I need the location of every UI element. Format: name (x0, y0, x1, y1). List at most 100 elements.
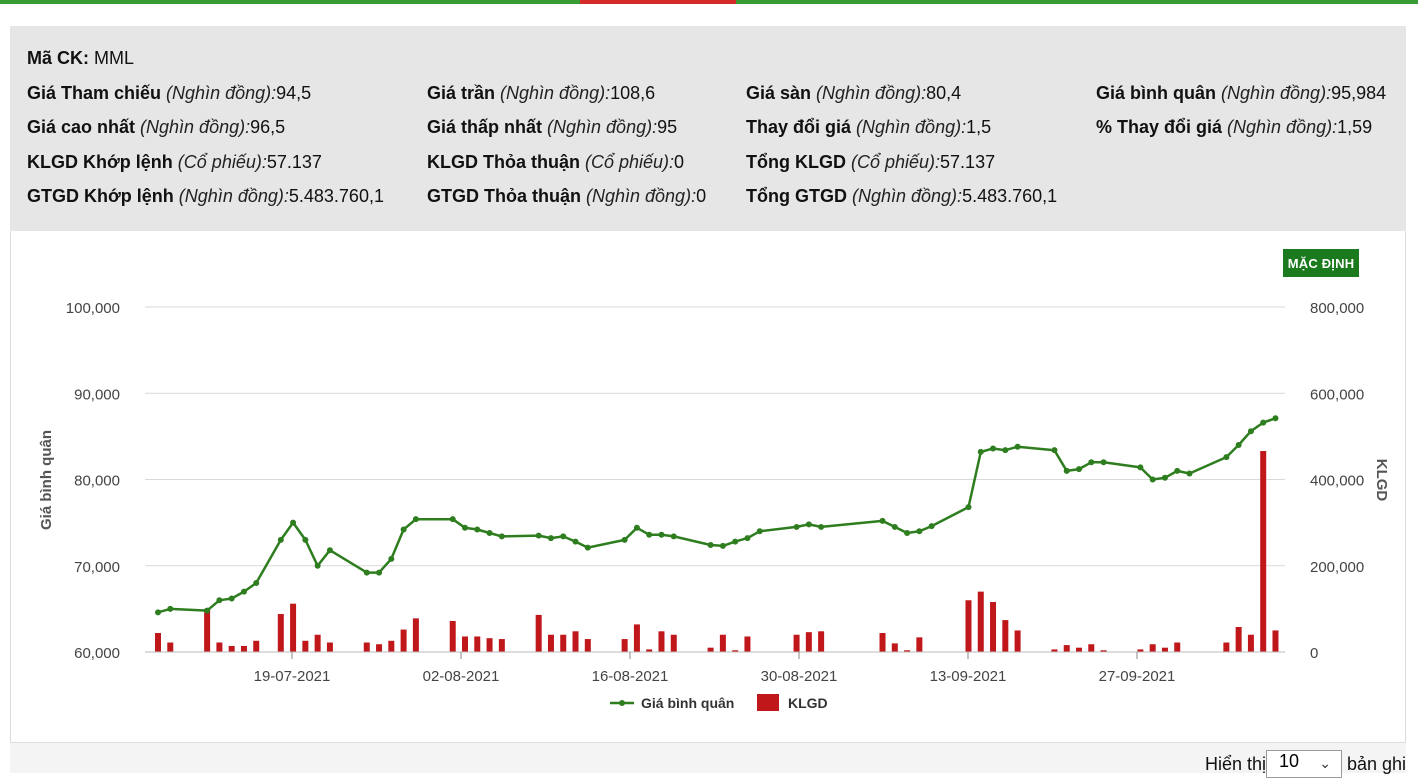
price-point (756, 528, 763, 535)
info-item-value: 80,4 (926, 83, 962, 103)
price-point (535, 532, 542, 539)
volume-bar (633, 624, 640, 652)
info-item-unit: (Nghìn đồng): (140, 117, 251, 137)
price-point (1100, 459, 1107, 466)
volume-bar (1149, 644, 1156, 652)
table-footer (10, 742, 1406, 773)
info-item-value: 94,5 (276, 83, 312, 103)
price-point (376, 569, 383, 576)
info-item-label: % Thay đổi giá (1096, 117, 1228, 137)
volume-bar (314, 634, 321, 652)
volume-bar (1247, 634, 1254, 652)
info-item-label: Giá Tham chiếu (27, 83, 167, 103)
price-point (1137, 464, 1144, 471)
volume-bar (326, 642, 333, 652)
volume-bar (155, 633, 161, 652)
price-point (277, 536, 284, 543)
price-point (363, 569, 370, 576)
price-point (793, 523, 800, 530)
price-point (240, 588, 247, 595)
volume-bar (916, 637, 923, 652)
info-item: KLGD Khớp lệnh (Cổ phiếu):57.137 (27, 152, 322, 173)
info-item-label: Tổng GTGD (746, 186, 852, 206)
info-item-unit: (Cổ phiếu): (584, 152, 675, 172)
price-point (1272, 415, 1279, 422)
price-point (965, 504, 972, 511)
volume-bar (474, 636, 481, 652)
info-item: Giá bình quân (Nghìn đồng):95,984 (1096, 83, 1386, 104)
price-point (1063, 467, 1070, 474)
info-item: Giá Tham chiếu (Nghìn đồng):94,5 (27, 83, 311, 104)
price-point (204, 607, 211, 614)
volume-bar (1137, 649, 1144, 652)
info-item-value: 0 (696, 186, 707, 206)
volume-bar (547, 634, 554, 652)
price-point (474, 526, 481, 533)
info-item-label: Tổng KLGD (746, 152, 851, 172)
price-point (1088, 459, 1095, 466)
info-item: Giá sàn (Nghìn đồng):80,4 (746, 83, 961, 104)
info-item: Giá trần (Nghìn đồng):108,6 (427, 83, 655, 104)
price-point (449, 516, 456, 523)
y-right-tick-label: 400,000 (1310, 473, 1364, 490)
default-view-button[interactable]: MẶC ĐỊNH (1283, 249, 1359, 277)
price-point (1002, 447, 1009, 454)
volume-bar (1223, 642, 1230, 652)
volume-bar (240, 645, 247, 652)
info-item-label: GTGD Thỏa thuận (427, 186, 586, 206)
info-item: Tổng GTGD (Nghìn đồng):5.483.760,1 (746, 186, 1057, 207)
price-point (1076, 466, 1082, 473)
price-point (732, 538, 739, 545)
info-item-value: 1,59 (1337, 117, 1373, 137)
volume-bar (277, 614, 284, 652)
volume-bar (253, 640, 260, 652)
price-point (658, 531, 665, 538)
price-point (719, 542, 726, 549)
info-item: Giá cao nhất (Nghìn đồng):96,5 (27, 117, 285, 138)
y-left-tick-label: 90,000 (74, 386, 120, 403)
price-point (412, 516, 419, 523)
y-left-tick-label: 70,000 (74, 559, 120, 576)
price-point (818, 523, 825, 530)
price-point (388, 555, 395, 562)
volume-bar (965, 600, 972, 652)
info-item-unit: (Nghìn đồng): (1227, 117, 1338, 137)
volume-bar (363, 642, 370, 652)
info-item-value: 1,5 (966, 117, 992, 137)
y-left-tick-label: 80,000 (74, 473, 120, 490)
price-point (928, 523, 935, 530)
info-item-label: GTGD Khớp lệnh (27, 186, 179, 206)
legend-line-marker (619, 700, 625, 706)
info-item-unit: (Nghìn đồng): (1221, 83, 1332, 103)
info-item-unit: (Nghìn đồng): (166, 83, 277, 103)
volume-bar (498, 639, 505, 652)
price-point (167, 605, 174, 612)
page-size-select[interactable]: 10 ⌄ (1266, 750, 1342, 778)
y-left-tick-label: 100,000 (66, 300, 120, 317)
price-point (486, 529, 493, 536)
y-right-tick-label: 800,000 (1310, 300, 1364, 317)
volume-bar (584, 639, 591, 652)
y-left-tick-label: 60,000 (74, 645, 120, 662)
info-item-value: 96,5 (250, 117, 286, 137)
volume-bar (1051, 649, 1058, 652)
legend-label-price: Giá bình quân (641, 695, 734, 711)
info-item: Giá thấp nhất (Nghìn đồng):95 (427, 117, 677, 138)
volume-bar (805, 632, 812, 652)
volume-bar (462, 636, 468, 652)
legend-label-volume: KLGD (788, 695, 828, 711)
price-point (1186, 470, 1193, 477)
volume-bar (400, 629, 407, 652)
info-item-unit: (Nghìn đồng): (856, 117, 967, 137)
info-item-value: 95,984 (1331, 83, 1387, 103)
volume-bar (412, 618, 419, 652)
info-item-value: 57.137 (940, 152, 996, 172)
price-point (670, 533, 677, 540)
volume-bar (376, 644, 383, 652)
info-item: KLGD Thỏa thuận (Cổ phiếu):0 (427, 152, 684, 173)
ticker-label: Mã CK: (27, 48, 89, 68)
price-point (1051, 447, 1058, 454)
price-point (744, 535, 751, 542)
legend-bar-swatch (757, 694, 779, 711)
